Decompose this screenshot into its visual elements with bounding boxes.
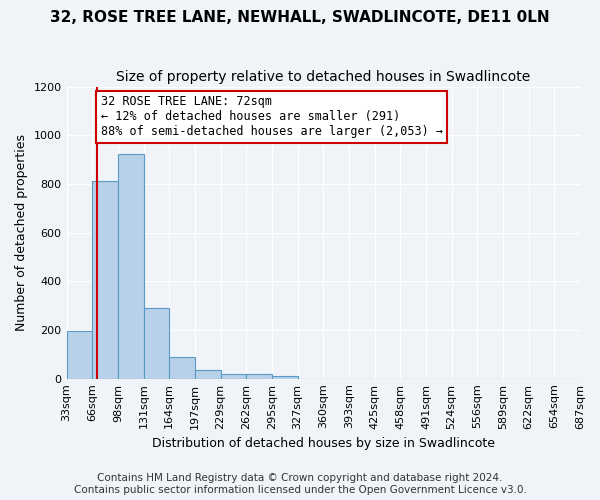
Bar	[67, 331, 92, 378]
Title: Size of property relative to detached houses in Swadlincote: Size of property relative to detached ho…	[116, 70, 530, 84]
Bar	[169, 358, 195, 378]
Text: 32 ROSE TREE LANE: 72sqm
← 12% of detached houses are smaller (291)
88% of semi-: 32 ROSE TREE LANE: 72sqm ← 12% of detach…	[101, 96, 443, 138]
Text: Contains HM Land Registry data © Crown copyright and database right 2024.
Contai: Contains HM Land Registry data © Crown c…	[74, 474, 526, 495]
X-axis label: Distribution of detached houses by size in Swadlincote: Distribution of detached houses by size …	[152, 437, 495, 450]
Text: 32, ROSE TREE LANE, NEWHALL, SWADLINCOTE, DE11 0LN: 32, ROSE TREE LANE, NEWHALL, SWADLINCOTE…	[50, 10, 550, 25]
Bar	[195, 370, 221, 378]
Bar	[143, 308, 169, 378]
Y-axis label: Number of detached properties: Number of detached properties	[15, 134, 28, 331]
Bar	[221, 374, 246, 378]
Bar	[246, 374, 272, 378]
Bar	[272, 376, 298, 378]
Bar	[118, 154, 143, 378]
Bar	[92, 182, 118, 378]
